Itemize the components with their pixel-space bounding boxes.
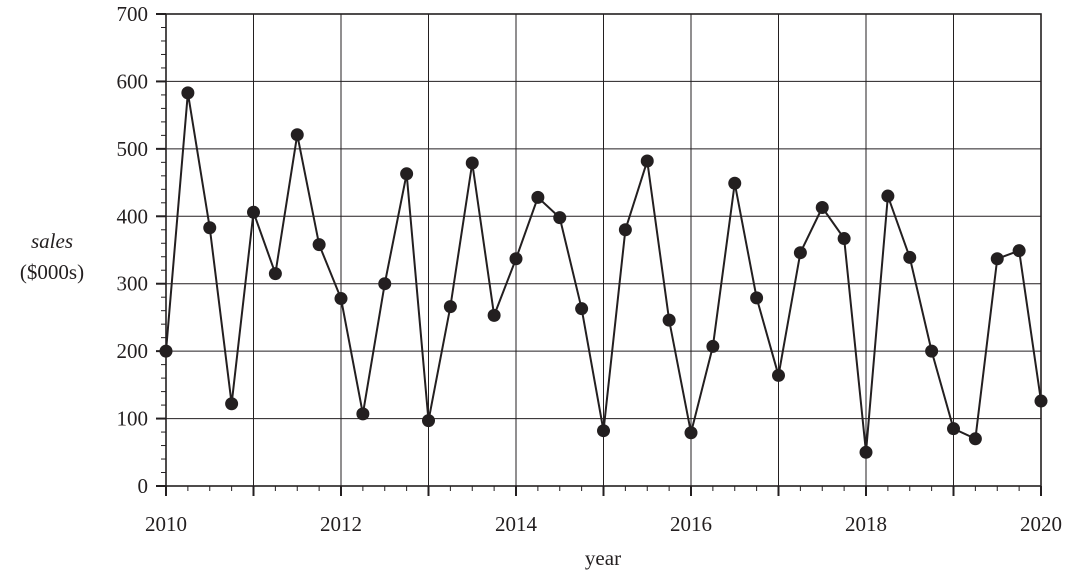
- data-point: [181, 86, 195, 100]
- x-tick-label: 2016: [670, 512, 712, 536]
- data-point: [422, 414, 435, 428]
- data-point: [159, 344, 173, 358]
- y-axis-title: sales: [31, 229, 73, 253]
- x-tick-label: 2018: [845, 512, 887, 536]
- data-point: [465, 156, 479, 170]
- x-tick-label: 2010: [145, 512, 187, 536]
- data-point: [903, 250, 917, 264]
- data-point: [837, 232, 851, 246]
- data-point: [640, 154, 654, 168]
- data-point: [487, 308, 501, 322]
- data-point: [356, 407, 370, 421]
- y-tick-label: 500: [117, 137, 149, 161]
- data-point: [247, 205, 260, 219]
- y-tick-label: 600: [117, 69, 149, 93]
- data-point: [1012, 244, 1026, 258]
- data-point: [815, 201, 829, 215]
- plot-frame: [165, 13, 1042, 487]
- y-tick-labels: 0 100 200 300 400 500 600 700: [117, 2, 149, 498]
- data-point: [990, 252, 1004, 266]
- y-tick-label: 700: [117, 2, 149, 26]
- x-axis-title: year: [585, 546, 621, 570]
- data-point: [750, 291, 764, 305]
- y-tick-label: 200: [117, 339, 149, 363]
- data-point: [378, 277, 392, 291]
- x-tick-label: 2014: [495, 512, 538, 536]
- data-point: [947, 422, 960, 436]
- data-point: [509, 252, 523, 266]
- data-point: [312, 238, 326, 252]
- data-point: [597, 424, 610, 438]
- data-point: [400, 167, 414, 181]
- y-tick-label: 400: [117, 204, 149, 228]
- data-point: [575, 302, 589, 316]
- data-point: [728, 176, 742, 190]
- x-tick-label: 2012: [320, 512, 362, 536]
- data-point: [662, 313, 676, 327]
- data-point: [268, 267, 282, 281]
- data-point: [1034, 394, 1048, 408]
- y-tick-label: 300: [117, 272, 149, 296]
- y-tick-label: 100: [117, 407, 149, 431]
- minor-ticks: [161, 26, 1020, 491]
- data-point: [968, 432, 982, 446]
- x-tick-labels: 2010 2012 2014 2016 2018 2020: [145, 512, 1062, 536]
- sales-markers: [159, 86, 1048, 459]
- data-point: [443, 300, 457, 314]
- data-point: [793, 246, 807, 260]
- data-point: [290, 128, 304, 142]
- x-tick-label: 2020: [1020, 512, 1062, 536]
- data-point: [553, 211, 567, 225]
- data-point: [859, 445, 873, 459]
- data-point: [881, 189, 895, 203]
- data-point: [203, 221, 217, 235]
- y-tick-label: 0: [138, 474, 149, 498]
- y-axis-unit: ($000s): [20, 260, 84, 284]
- data-point: [772, 368, 785, 382]
- data-point: [618, 223, 632, 237]
- data-point: [225, 397, 239, 411]
- data-point: [334, 292, 348, 306]
- data-point: [925, 344, 939, 358]
- data-point: [684, 426, 698, 440]
- data-point: [706, 339, 720, 353]
- data-point: [531, 190, 545, 204]
